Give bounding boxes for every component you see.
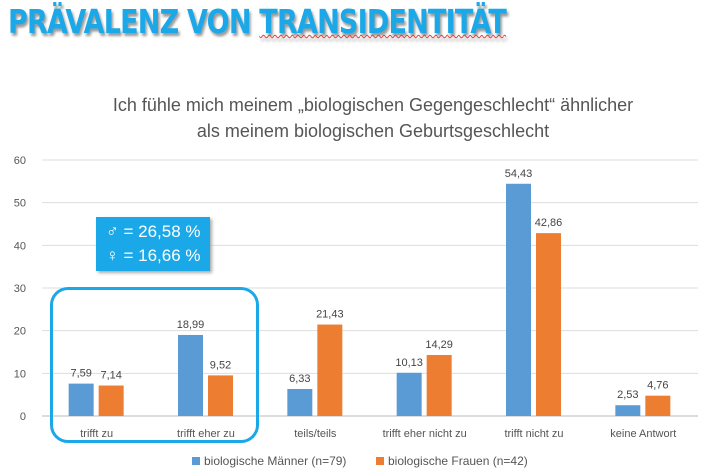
data-label: 6,33 <box>289 373 310 385</box>
bar <box>178 334 203 416</box>
slide-title-part: PRÄVALENZ VON <box>8 2 260 41</box>
data-label: 9,52 <box>210 359 231 371</box>
bar <box>645 395 671 416</box>
bar <box>317 324 343 416</box>
bar <box>615 405 641 416</box>
data-label: 42,86 <box>535 217 563 229</box>
highlight-box <box>50 287 259 443</box>
y-tick-label: 40 <box>14 240 26 252</box>
y-tick-label: 30 <box>14 283 26 295</box>
summary-callout: ♂ = 26,58 % ♀ = 16,66 % <box>96 217 210 271</box>
bar <box>506 183 531 416</box>
x-tick-label: teils/teils <box>294 428 337 440</box>
x-tick-label: trifft nicht zu <box>504 428 563 440</box>
chart-title: Ich fühle mich meinem „biologischen Gege… <box>40 92 706 144</box>
bar <box>536 233 561 416</box>
data-label: 10,13 <box>395 357 423 369</box>
chart-title-line2: als meinem biologischen Geburtsgeschlech… <box>196 121 550 141</box>
legend-label: biologische Männer (n=79) <box>204 454 347 468</box>
x-tick-label: trifft eher zu <box>177 428 235 440</box>
legend-item-men: biologische Männer (n=79) <box>192 454 346 468</box>
data-label: 54,43 <box>505 168 533 180</box>
data-label: 7,14 <box>100 370 121 382</box>
y-tick-label: 0 <box>20 411 26 423</box>
male-total: ♂ = 26,58 % <box>106 222 201 241</box>
bar <box>426 355 452 416</box>
y-tick-label: 10 <box>14 368 26 380</box>
y-tick-label: 50 <box>14 198 26 210</box>
data-label: 14,29 <box>425 339 453 351</box>
data-label: 21,43 <box>316 309 344 321</box>
bar <box>208 375 233 416</box>
bar <box>68 383 94 416</box>
female-total: ♀ = 16,66 % <box>106 246 201 265</box>
slide-title: PRÄVALENZ VON TRANSIDENTITÄT <box>8 2 507 41</box>
y-tick-label: 20 <box>14 326 26 338</box>
bar <box>396 372 422 416</box>
data-label: 2,53 <box>617 389 638 401</box>
data-label: 7,59 <box>70 368 91 380</box>
slide-title-underlined: TRANSIDENTITÄT <box>259 2 507 41</box>
data-label: 4,76 <box>647 380 668 392</box>
legend-swatch <box>192 457 200 465</box>
x-tick-label: trifft zu <box>80 428 113 440</box>
chart-title-line1: Ich fühle mich meinem „biologischen Gege… <box>112 95 634 115</box>
bar <box>287 388 313 416</box>
x-tick-label: trifft eher nicht zu <box>383 428 467 440</box>
data-label: 18,99 <box>177 319 205 331</box>
y-tick-label: 60 <box>14 155 26 167</box>
legend-item-women: biologische Frauen (n=42) <box>376 454 528 468</box>
bar <box>98 385 124 416</box>
legend-label: biologische Frauen (n=42) <box>388 454 528 468</box>
x-tick-label: keine Antwort <box>610 428 676 440</box>
legend-swatch <box>376 457 384 465</box>
